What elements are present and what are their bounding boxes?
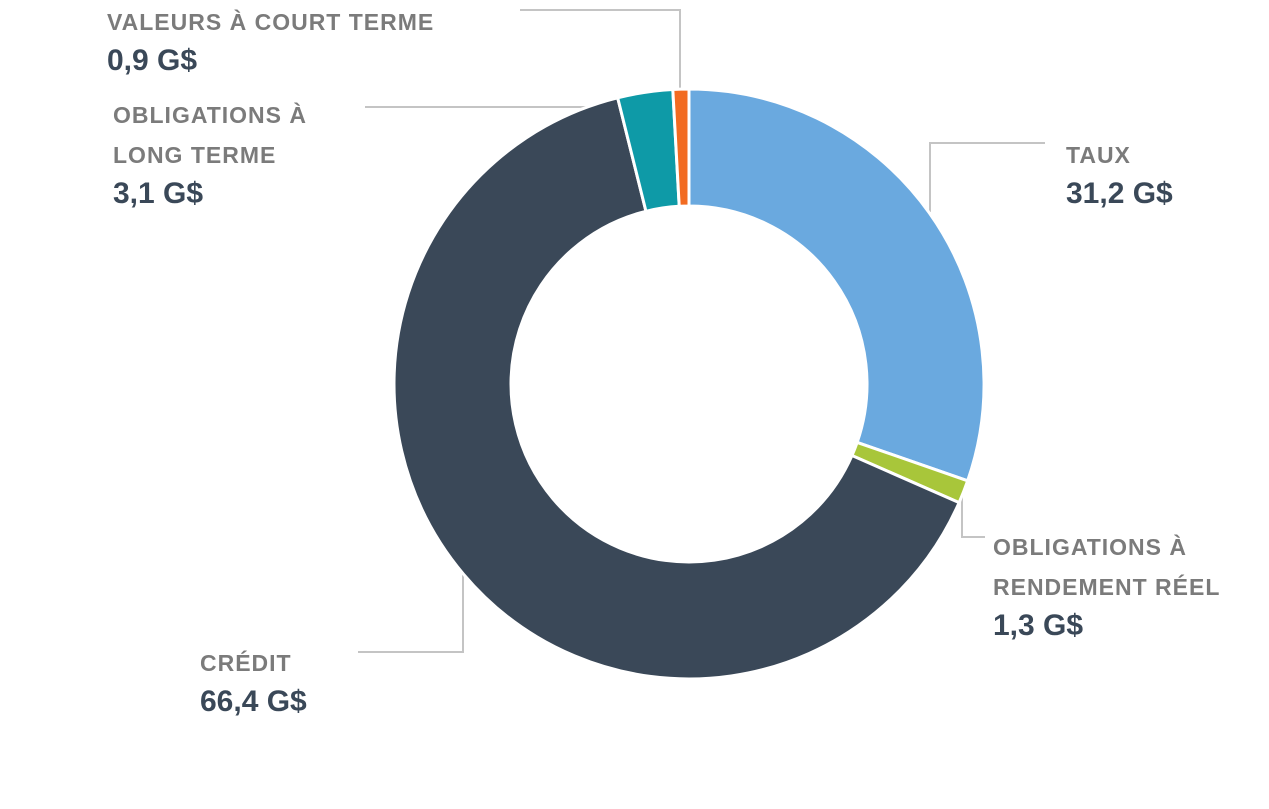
slice-label: TAUX 31,2 G$ (1066, 135, 1266, 213)
category-label: CRÉDIT (200, 650, 292, 676)
value-label: 1,3 G$ (993, 609, 1084, 642)
value-label: 31,2 G$ (1066, 177, 1173, 210)
slice (671, 87, 691, 208)
slice-label: OBLIGATIONS À RENDEMENT RÉEL 1,3 G$ (993, 527, 1265, 645)
value-label: 0,9 G$ (107, 44, 198, 77)
slice-label: CRÉDIT 66,4 G$ (200, 643, 500, 721)
leader-line (961, 488, 985, 538)
leader-line (358, 575, 464, 653)
slices (392, 87, 986, 681)
category-label: VALEURS À COURT TERME (107, 9, 435, 35)
category-label: OBLIGATIONS À RENDEMENT RÉEL (993, 534, 1221, 600)
leader-line (520, 9, 681, 88)
value-label: 3,1 G$ (113, 177, 204, 210)
slice (392, 95, 962, 681)
slice-label: VALEURS À COURT TERME 0,9 G$ (107, 2, 527, 80)
value-label: 66,4 G$ (200, 685, 307, 718)
slice-label: OBLIGATIONS À LONG TERME 3,1 G$ (113, 95, 358, 213)
leader-line (929, 142, 1045, 212)
leader-line (365, 97, 616, 108)
slice (687, 87, 986, 483)
category-label: OBLIGATIONS À LONG TERME (113, 102, 308, 168)
category-label: TAUX (1066, 142, 1131, 168)
